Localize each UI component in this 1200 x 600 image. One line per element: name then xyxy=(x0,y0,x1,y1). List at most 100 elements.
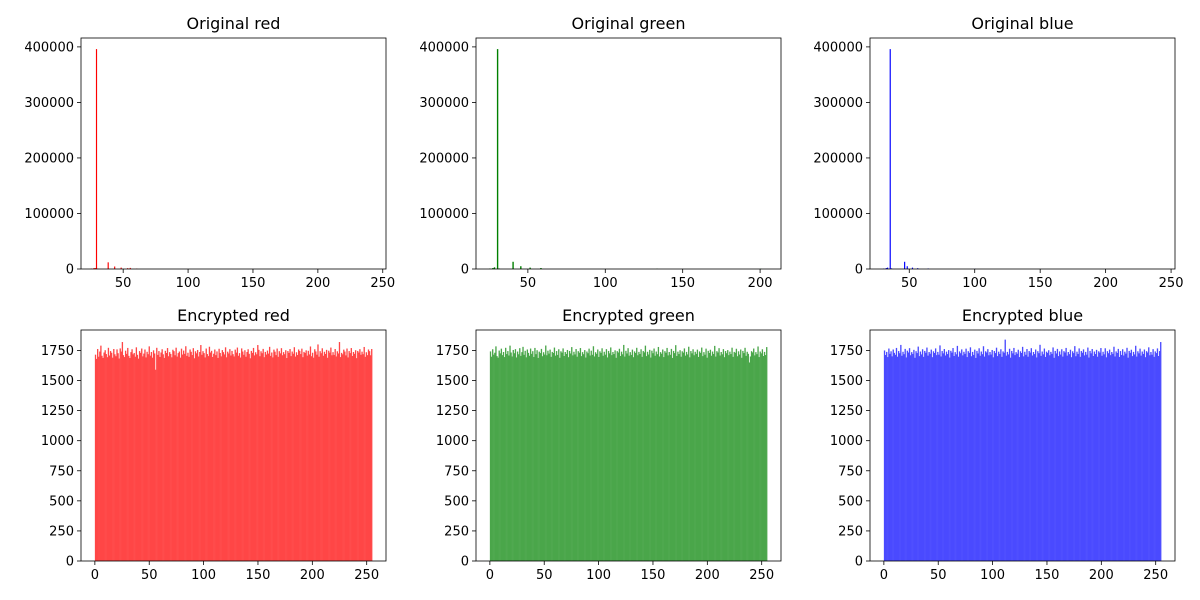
histogram-bar xyxy=(256,354,258,561)
histogram-bar xyxy=(159,356,161,561)
histogram-bar xyxy=(656,354,658,561)
histogram-bar xyxy=(732,356,734,561)
histogram-bar xyxy=(1046,352,1049,561)
histogram-bar xyxy=(271,352,273,561)
histogram-bar xyxy=(217,357,219,561)
chart-title: Encrypted red xyxy=(177,306,290,325)
histogram-bar xyxy=(202,351,204,561)
histogram-bar xyxy=(580,356,583,561)
histogram-bar xyxy=(1076,351,1078,561)
histogram-bar xyxy=(652,353,654,561)
histogram-bar xyxy=(514,349,517,561)
histogram-bar xyxy=(1035,349,1037,561)
histogram-bar xyxy=(716,351,718,561)
histogram-bar xyxy=(1120,354,1123,561)
histogram-bar xyxy=(532,351,534,561)
histogram-bar xyxy=(160,352,162,561)
y-tick-label: 400000 xyxy=(24,40,74,55)
y-tick-label: 0 xyxy=(855,263,863,278)
histogram-bar xyxy=(763,351,766,561)
histogram-bar xyxy=(1030,348,1032,561)
histogram-bar xyxy=(263,357,265,561)
histogram-bar xyxy=(893,352,895,561)
histogram-bar xyxy=(665,352,667,561)
histogram-bar xyxy=(215,355,217,561)
y-tick-label: 250 xyxy=(838,524,863,539)
histogram-bar xyxy=(181,354,184,561)
histogram-bar xyxy=(1138,353,1140,561)
histogram-bar xyxy=(254,352,257,561)
y-tick-label: 1500 xyxy=(436,374,469,389)
histogram-bar xyxy=(950,350,952,561)
histogram-bar xyxy=(169,352,171,561)
histogram-bar xyxy=(653,348,655,561)
histogram-bar xyxy=(503,357,506,561)
histogram-bar xyxy=(607,350,610,561)
histogram-bar xyxy=(701,347,703,561)
histogram-bar xyxy=(632,357,635,561)
y-tick-label: 1500 xyxy=(830,374,863,389)
histogram-bar xyxy=(969,347,972,561)
histogram-bar xyxy=(676,355,678,561)
histogram-bar xyxy=(730,354,732,561)
histogram-bar xyxy=(693,355,695,561)
histogram-bar xyxy=(304,352,306,561)
y-tick-label: 250 xyxy=(444,524,469,539)
histogram-bar xyxy=(172,349,174,561)
histogram-bar xyxy=(93,268,95,269)
histogram-bar xyxy=(1114,356,1116,561)
histogram-bar xyxy=(1016,353,1018,561)
histogram-bar xyxy=(540,268,542,269)
histogram-bar xyxy=(203,353,205,561)
histogram-bar xyxy=(615,357,617,561)
histogram-bar xyxy=(741,357,743,561)
histogram-bar xyxy=(565,353,568,561)
histogram-bar xyxy=(978,348,980,561)
histogram-bar xyxy=(724,351,727,561)
histogram-bar xyxy=(192,348,194,561)
histogram-bar xyxy=(1102,351,1104,561)
histogram-bar xyxy=(228,353,230,561)
histogram-bar xyxy=(749,356,752,561)
histogram-bar xyxy=(755,352,757,561)
histogram-bar xyxy=(509,345,511,561)
histogram-bar xyxy=(337,353,340,561)
histogram-bar xyxy=(540,348,543,561)
histogram-bar xyxy=(1037,351,1039,561)
histogram-bar xyxy=(1058,351,1061,561)
histogram-bar xyxy=(748,362,751,561)
histogram-bar xyxy=(220,356,222,561)
histogram-bar xyxy=(933,352,936,561)
histogram-bar xyxy=(682,352,684,561)
histogram-bar xyxy=(560,351,562,561)
histogram-bar xyxy=(892,349,894,561)
histogram-bar xyxy=(147,354,149,561)
y-tick-label: 400000 xyxy=(419,40,469,55)
histogram-bar xyxy=(704,354,706,561)
histogram-bar xyxy=(561,352,563,561)
histogram-bar xyxy=(120,267,122,269)
histogram-bar xyxy=(1012,353,1014,561)
histogram-bar xyxy=(225,357,228,561)
histogram-bar xyxy=(743,353,745,561)
y-tick-label: 1250 xyxy=(830,404,863,419)
histogram-bar xyxy=(598,356,600,561)
histogram-bar xyxy=(262,348,264,561)
histogram-bar xyxy=(529,348,532,561)
chart-original-green: 50 100 150 200 0 100000 200000 300000 400000 Orig… xyxy=(419,14,782,291)
histogram-bar xyxy=(242,351,244,561)
histogram-bar xyxy=(737,351,740,561)
histogram-bar xyxy=(629,352,631,561)
histogram-bar xyxy=(522,346,524,561)
histogram-bar xyxy=(573,351,575,561)
histogram-bar xyxy=(311,352,314,561)
histogram-bar xyxy=(207,356,210,561)
histogram-bar xyxy=(889,353,891,561)
histogram-bar xyxy=(237,355,240,561)
histogram-bar xyxy=(1067,352,1069,561)
histogram-bar xyxy=(138,351,141,561)
histogram-bar xyxy=(563,355,565,561)
histogram-bar xyxy=(995,347,998,561)
x-tick-label: 100 xyxy=(962,276,987,291)
histogram-bar xyxy=(1053,357,1055,561)
